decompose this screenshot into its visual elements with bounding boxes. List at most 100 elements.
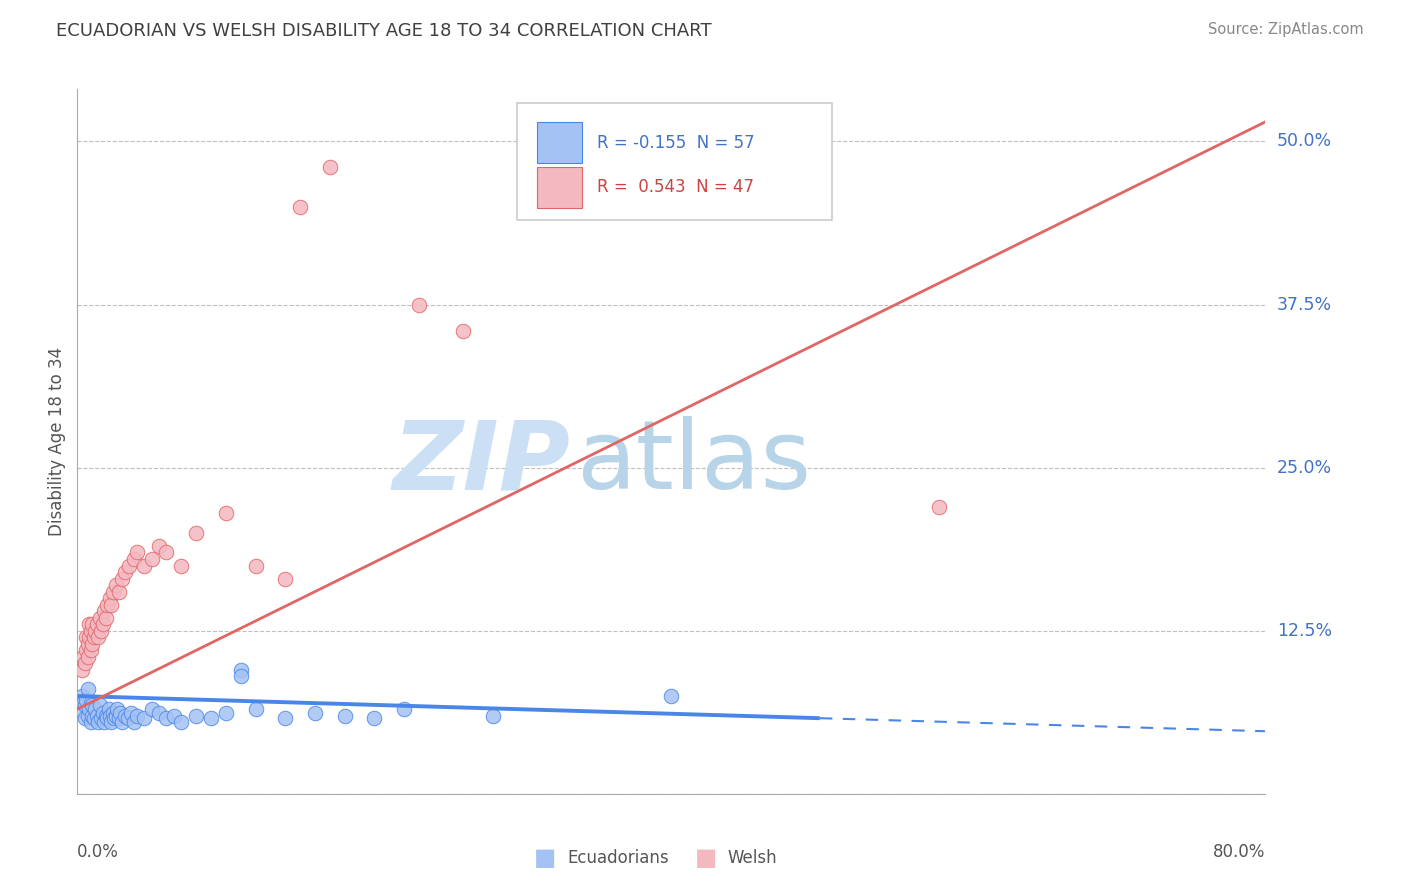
Point <box>110 706 132 720</box>
Point <box>91 617 114 632</box>
Point <box>155 711 177 725</box>
Text: Welsh: Welsh <box>728 849 778 867</box>
Point <box>104 708 127 723</box>
Point <box>107 702 129 716</box>
Point <box>73 711 96 725</box>
Point <box>83 630 105 644</box>
Point <box>170 558 193 573</box>
Point <box>319 161 342 175</box>
Point <box>141 702 163 716</box>
Point <box>82 637 104 651</box>
Point <box>90 711 112 725</box>
Point <box>73 657 96 671</box>
Text: 25.0%: 25.0% <box>1277 458 1331 476</box>
Point <box>76 637 98 651</box>
Point <box>90 624 112 638</box>
Point <box>229 669 252 683</box>
Point <box>661 689 683 703</box>
Text: ■: ■ <box>696 847 717 870</box>
Point <box>103 711 125 725</box>
Point <box>215 506 238 520</box>
Text: 37.5%: 37.5% <box>1277 295 1331 313</box>
Point <box>84 702 107 716</box>
Point <box>155 545 177 559</box>
Point <box>141 552 163 566</box>
Point <box>83 711 105 725</box>
Point <box>100 715 122 730</box>
Text: 50.0%: 50.0% <box>1277 132 1331 151</box>
Point <box>87 630 110 644</box>
FancyBboxPatch shape <box>517 103 832 219</box>
Text: ■: ■ <box>534 847 555 870</box>
Point <box>118 558 141 573</box>
Point <box>80 696 103 710</box>
Bar <box>537 122 582 163</box>
Point <box>304 706 326 720</box>
Text: R =  0.543  N = 47: R = 0.543 N = 47 <box>596 178 754 196</box>
Point <box>101 706 124 720</box>
Point <box>80 715 103 730</box>
Bar <box>537 167 582 208</box>
Point <box>108 711 131 725</box>
Point <box>82 698 104 713</box>
Y-axis label: Disability Age 18 to 34: Disability Age 18 to 34 <box>48 347 66 536</box>
Point <box>114 565 136 579</box>
Point <box>186 525 208 540</box>
Point <box>82 708 104 723</box>
Point <box>82 617 104 632</box>
Point <box>72 696 94 710</box>
Point <box>93 715 115 730</box>
Point <box>89 698 111 713</box>
Point <box>125 708 148 723</box>
Point <box>76 682 98 697</box>
Point <box>125 545 148 559</box>
Point <box>93 604 115 618</box>
Point <box>245 702 267 716</box>
Point <box>75 693 97 707</box>
Point <box>111 715 134 730</box>
Point <box>96 598 118 612</box>
Point <box>148 539 170 553</box>
Text: 0.0%: 0.0% <box>77 843 120 861</box>
Point <box>80 624 103 638</box>
Point <box>363 711 385 725</box>
Point <box>122 552 145 566</box>
Point <box>333 708 356 723</box>
Point <box>89 611 111 625</box>
Point <box>94 611 117 625</box>
Point <box>76 708 98 723</box>
Point <box>122 715 145 730</box>
Point <box>274 711 297 725</box>
Point <box>87 715 110 730</box>
Point <box>117 711 139 725</box>
Point <box>111 572 134 586</box>
Point <box>70 663 93 677</box>
Point <box>77 630 100 644</box>
Point <box>163 708 186 723</box>
Point <box>96 711 118 725</box>
Point <box>104 578 127 592</box>
Text: atlas: atlas <box>576 417 811 509</box>
Point <box>408 297 430 311</box>
Point <box>76 649 98 664</box>
Point <box>86 708 108 723</box>
Point <box>392 702 415 716</box>
Point <box>94 708 117 723</box>
Point <box>215 706 238 720</box>
Point <box>69 702 91 716</box>
Point <box>134 711 156 725</box>
Point <box>186 708 208 723</box>
Point <box>148 706 170 720</box>
Point <box>453 324 475 338</box>
Point <box>72 649 94 664</box>
Text: ECUADORIAN VS WELSH DISABILITY AGE 18 TO 34 CORRELATION CHART: ECUADORIAN VS WELSH DISABILITY AGE 18 TO… <box>56 22 711 40</box>
Text: ZIP: ZIP <box>392 417 571 509</box>
Point <box>98 591 121 606</box>
Point <box>120 706 142 720</box>
Point <box>200 711 222 725</box>
Point <box>77 617 100 632</box>
Point <box>91 706 114 720</box>
Point <box>170 715 193 730</box>
Point <box>101 584 124 599</box>
Text: R = -0.155  N = 57: R = -0.155 N = 57 <box>596 134 754 152</box>
